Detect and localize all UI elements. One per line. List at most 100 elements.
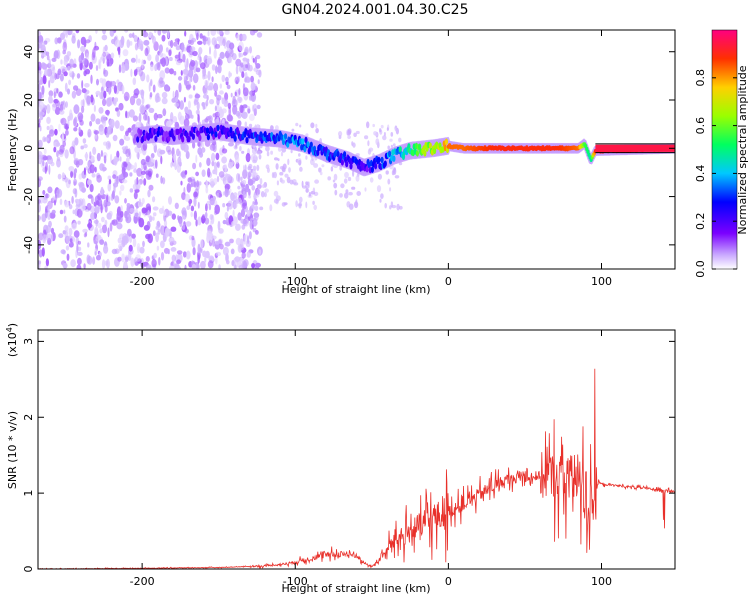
noise-blob (217, 220, 221, 231)
noise-blob (275, 125, 279, 131)
noise-blob (178, 51, 181, 61)
noise-blob (104, 219, 108, 226)
noise-blob (154, 93, 159, 103)
noise-blob (219, 83, 222, 89)
noise-blob (228, 142, 234, 147)
noise-blob (248, 231, 252, 240)
noise-blob (56, 142, 61, 147)
noise-blob (224, 188, 229, 198)
noise-blob (281, 202, 286, 207)
noise-blob (141, 59, 144, 69)
noise-blob (255, 54, 261, 60)
noise-blob (201, 147, 206, 153)
noise-blob (160, 251, 165, 261)
noise-blob (249, 113, 255, 121)
noise-blob (101, 216, 105, 223)
noise-blob (186, 183, 191, 193)
noise-blob (126, 228, 132, 237)
noise-blob (39, 41, 46, 50)
noise-blob (87, 179, 92, 186)
noise-blob (143, 162, 147, 171)
noise-blob (54, 194, 58, 203)
noise-blob (176, 250, 183, 255)
noise-blob (253, 214, 259, 222)
ridge-point (284, 133, 288, 140)
noise-blob (204, 256, 207, 263)
noise-blob (51, 57, 57, 63)
noise-blob (224, 30, 230, 35)
y-tick-label: 2 (22, 414, 35, 421)
noise-blob (138, 41, 145, 46)
noise-blob (241, 33, 247, 42)
snr-background (38, 330, 675, 569)
noise-blob (171, 213, 176, 220)
noise-blob (194, 93, 201, 99)
colorbar-ticks: 0.0 0.2 0.4 0.6 0.8 (694, 69, 737, 278)
noise-blob (108, 179, 112, 185)
noise-blob (232, 195, 236, 199)
noise-blob (298, 153, 301, 157)
noise-blob (201, 169, 206, 177)
noise-blob (64, 149, 69, 159)
noise-blob (305, 187, 309, 193)
noise-blob (116, 210, 122, 221)
noise-blob (215, 251, 222, 257)
noise-blob (98, 107, 104, 114)
noise-blob (169, 68, 174, 75)
noise-blob (228, 71, 231, 79)
noise-blob (170, 226, 177, 232)
noise-blob (299, 124, 302, 128)
noise-blob (204, 211, 208, 219)
ridge-point (444, 138, 448, 145)
noise-blob (118, 243, 124, 250)
noise-blob (266, 151, 270, 157)
noise-blob (389, 138, 393, 142)
noise-blob (164, 67, 170, 74)
x-tick-label: 100 (591, 575, 612, 588)
noise-blob (229, 238, 234, 244)
noise-blob (241, 252, 246, 259)
noise-blob (89, 164, 95, 174)
noise-blob (203, 87, 208, 96)
noise-blob (190, 205, 195, 212)
noise-blob (201, 102, 205, 107)
noise-blob (269, 204, 273, 212)
noise-blob (178, 150, 182, 159)
ridge-point (428, 142, 432, 149)
noise-blob (64, 225, 69, 232)
noise-blob (347, 135, 351, 140)
noise-blob (138, 211, 141, 218)
noise-blob (38, 214, 41, 222)
colorbar-tick-label: 0.4 (694, 165, 707, 183)
noise-blob (166, 120, 172, 129)
noise-blob (72, 188, 77, 195)
noise-blob (321, 164, 325, 168)
noise-blob (182, 251, 187, 258)
x-tick-label: -100 (283, 575, 308, 588)
noise-blob (113, 85, 117, 94)
noise-blob (314, 179, 319, 184)
noise-blob (238, 88, 241, 95)
noise-blob (245, 183, 250, 193)
ridge-point (216, 124, 220, 132)
noise-blob (59, 198, 63, 205)
noise-blob (125, 148, 131, 158)
noise-blob (219, 51, 225, 60)
noise-blob (129, 208, 135, 213)
noise-blob (205, 80, 208, 90)
noise-blob (389, 187, 392, 192)
noise-blob (101, 224, 108, 234)
noise-blob (209, 197, 215, 206)
noise-blob (149, 156, 154, 166)
snr-scale-label: (x104) (5, 323, 19, 357)
noise-blob (230, 92, 233, 98)
noise-blob (250, 75, 255, 83)
noise-blob (171, 97, 177, 103)
noise-blob (251, 171, 255, 178)
noise-blob (212, 113, 217, 118)
noise-blob (218, 171, 225, 178)
ridge-point (388, 150, 392, 157)
noise-blob (107, 182, 112, 192)
noise-blob (135, 88, 139, 93)
noise-blob (355, 175, 360, 182)
